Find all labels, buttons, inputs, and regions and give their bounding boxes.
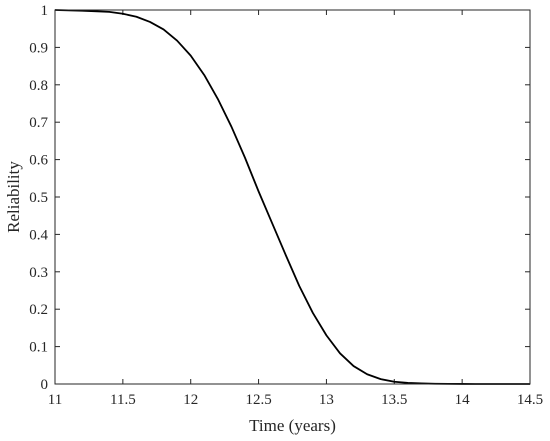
y-tick-label: 0.4 — [29, 227, 48, 243]
x-tick-label: 13 — [319, 392, 334, 408]
x-tick-label: 11 — [48, 392, 62, 408]
reliability-series-line — [54, 9, 530, 385]
x-axis-label: Time (years) — [249, 416, 336, 435]
plot-area-frame — [54, 9, 531, 385]
y-tick-label: 0.2 — [29, 302, 48, 318]
x-tick-label: 14.5 — [517, 392, 543, 408]
y-tick-label: 0.5 — [29, 190, 48, 206]
y-tick-label: 0.6 — [29, 153, 48, 169]
y-tick-label: 1 — [41, 3, 49, 19]
y-tick-label: 0.7 — [29, 115, 48, 131]
ticks-layer — [54, 9, 531, 385]
y-tick-label: 0.3 — [29, 265, 48, 281]
x-tick-label: 13.5 — [381, 392, 407, 408]
y-tick-label: 0.9 — [29, 40, 48, 56]
x-tick-label: 12 — [183, 392, 198, 408]
y-tick-label: 0.8 — [29, 78, 48, 94]
x-tick-label: 14 — [455, 392, 471, 408]
tick-labels-layer: 11 11.5 12 12.5 13 13.5 14 14.5 0 0.1 0.2 0.3 0.4 0.5… — [29, 3, 543, 408]
x-tick-label: 12.5 — [245, 392, 271, 408]
y-tick-label: 0.1 — [29, 340, 48, 356]
y-tick-label: 0 — [41, 377, 49, 393]
y-axis-label: Reliability — [4, 161, 23, 233]
x-tick-label: 11.5 — [110, 392, 136, 408]
